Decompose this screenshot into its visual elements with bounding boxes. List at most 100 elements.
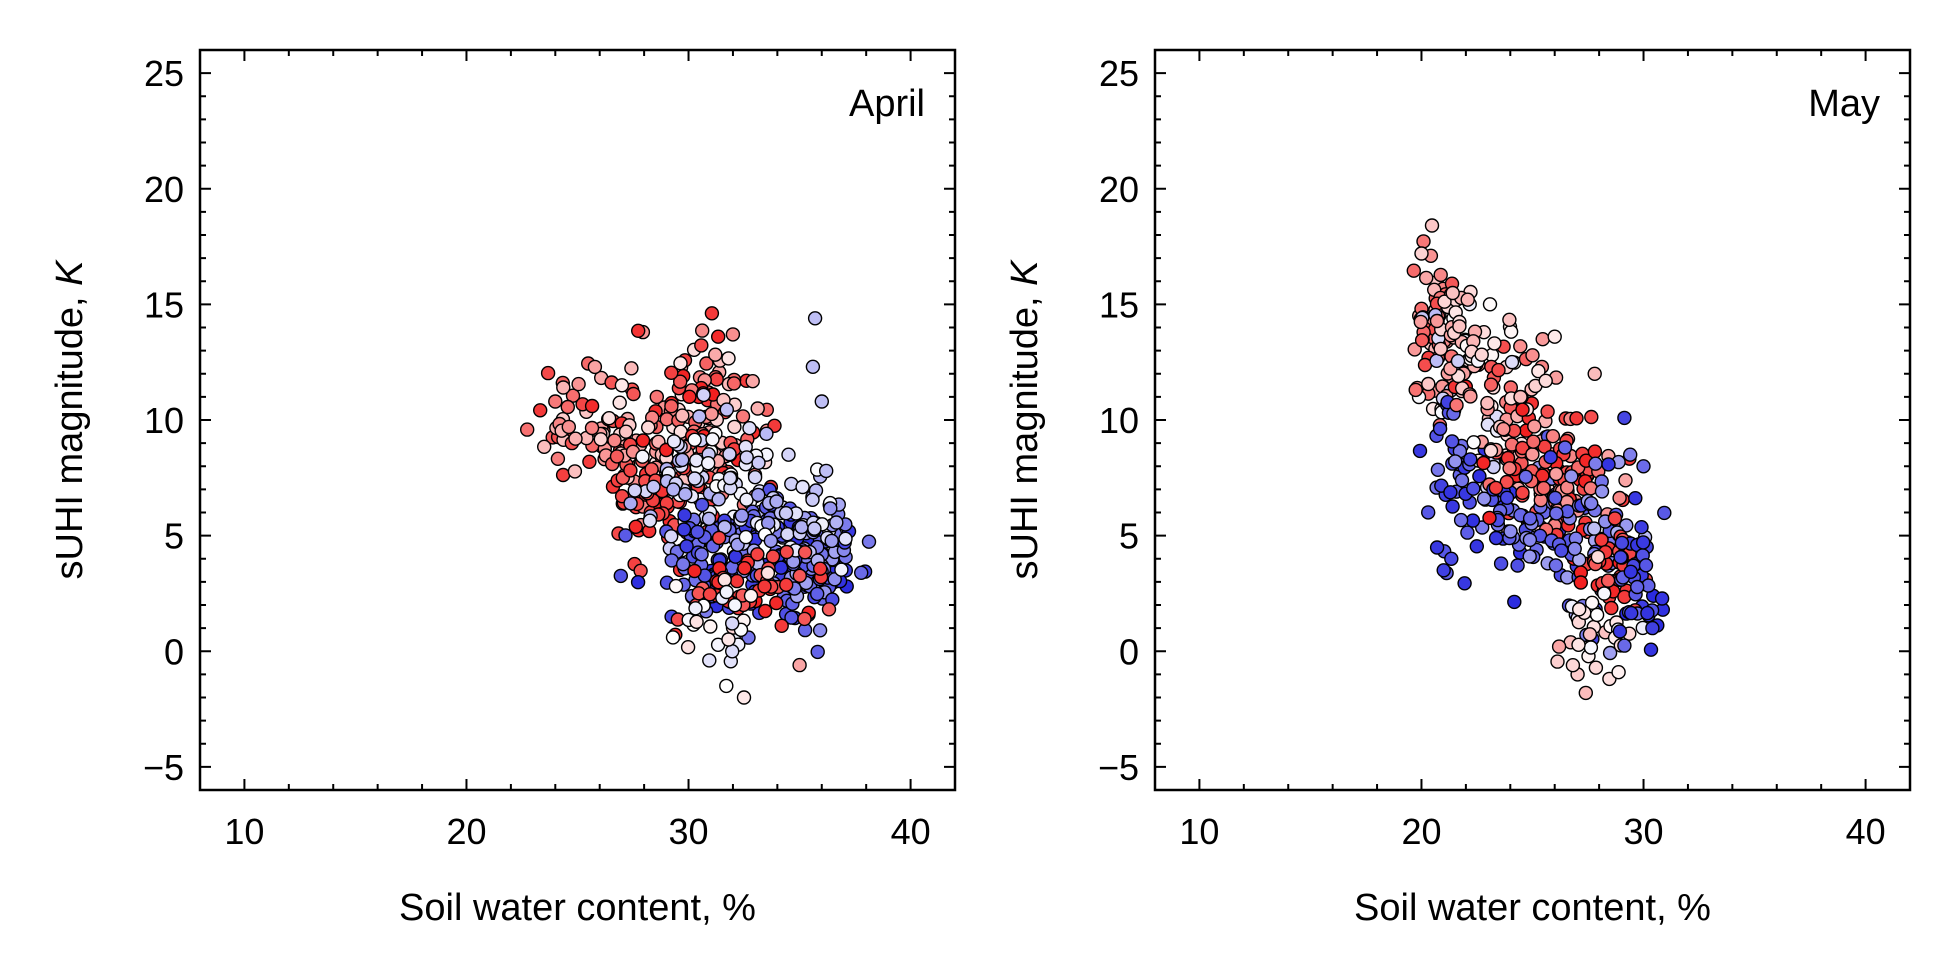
y-tick-label: 10 — [1099, 400, 1139, 441]
scatter-point — [711, 530, 727, 546]
scatter-point — [1611, 665, 1626, 680]
scatter-point — [1445, 499, 1460, 514]
x-tick-label: 20 — [446, 811, 486, 852]
y-axis-label-unit: K — [49, 259, 91, 286]
scatter-point — [1460, 525, 1475, 540]
scatter-point — [1590, 549, 1606, 565]
scatter-point — [568, 431, 583, 446]
scatter-point — [1618, 473, 1633, 488]
scatter-point — [1414, 333, 1430, 348]
scatter-point — [1601, 457, 1616, 472]
x-tick-label: 30 — [1624, 811, 1664, 852]
scatter-point — [556, 380, 571, 395]
scatter-point — [719, 678, 734, 694]
scatter-point — [695, 323, 710, 338]
scatter-point — [1640, 605, 1655, 621]
scatter-point — [675, 452, 690, 468]
scatter-point — [690, 524, 705, 540]
scatter-point — [779, 544, 794, 560]
scatter-point — [614, 378, 630, 393]
scatter-point — [1607, 511, 1623, 526]
scatter-point — [1613, 550, 1628, 565]
scatter-point — [854, 565, 869, 580]
y-axis-label-text: sUHI magnitude, — [49, 286, 91, 580]
scatter-point — [1436, 563, 1451, 578]
scatter-point — [587, 359, 603, 375]
scatter-point — [1424, 218, 1440, 233]
scatter-point — [701, 511, 717, 526]
scatter-point — [1594, 532, 1609, 548]
scatter-point — [721, 632, 736, 647]
scatter-point — [751, 487, 766, 503]
scatter-point — [635, 449, 650, 464]
scatter-point — [1531, 363, 1546, 379]
y-axis-label: sUHI magnitude, K — [49, 259, 91, 580]
scatter-point — [1583, 640, 1599, 655]
scatter-point — [1454, 473, 1470, 488]
scatter-point — [1449, 397, 1464, 413]
scatter-point — [1612, 624, 1628, 639]
panel-label: April — [849, 83, 925, 125]
scatter-point — [1447, 454, 1463, 469]
scatter-point — [759, 426, 774, 441]
scatter-point — [1594, 484, 1610, 499]
y-tick-label: 0 — [1119, 631, 1139, 672]
scatter-point — [1465, 513, 1481, 528]
scatter-point — [1488, 530, 1504, 546]
scatter-point — [1430, 462, 1446, 477]
scatter-point — [1474, 347, 1489, 362]
y-axis-label-text: sUHI magnitude, — [1004, 286, 1046, 580]
scatter-point — [1466, 435, 1481, 450]
scatter-point — [1623, 564, 1639, 579]
scatter-point — [1596, 586, 1612, 601]
scatter-point — [1551, 639, 1567, 654]
y-tick-label: 25 — [1099, 53, 1139, 94]
scatter-point — [1491, 362, 1506, 378]
scatter-point — [1408, 382, 1423, 398]
scatter-point — [743, 588, 759, 603]
scatter-points — [1406, 218, 1672, 701]
scatter-point — [537, 439, 552, 454]
scatter-point — [805, 359, 821, 374]
y-tick-label: 15 — [144, 284, 184, 325]
scatter-point — [1622, 447, 1638, 462]
scatter-point — [763, 533, 779, 549]
scatter-point — [807, 311, 823, 326]
x-axis-label: Soil water content, % — [1354, 887, 1711, 929]
scatter-point — [1636, 459, 1651, 474]
x-tick-label: 40 — [891, 811, 931, 852]
scatter-point — [646, 479, 661, 494]
scatter-point — [1525, 447, 1540, 462]
scatter-point — [678, 487, 693, 502]
scatter-point — [675, 408, 690, 423]
scatter-point — [1623, 605, 1639, 621]
scatter-point — [810, 586, 825, 602]
scatter-point — [649, 389, 664, 405]
scatter-point — [1628, 491, 1643, 506]
scatter-point — [717, 572, 732, 587]
scatter-point — [613, 568, 628, 584]
scatter-point — [819, 463, 834, 479]
scatter-point — [742, 421, 757, 436]
scatter-point — [1502, 312, 1517, 327]
scatter-point — [1525, 348, 1540, 363]
scatter-point — [676, 522, 692, 537]
scatter-point — [1527, 419, 1542, 434]
scatter-point — [673, 374, 688, 389]
scatter-point — [721, 351, 736, 366]
y-tick-label: −5 — [1098, 747, 1139, 788]
scatter-point — [704, 306, 720, 321]
scatter-point — [1617, 410, 1632, 426]
scatter-point — [1654, 591, 1670, 606]
scatter-point — [1548, 466, 1564, 482]
scatter-point — [792, 568, 807, 583]
scatter-point — [725, 616, 740, 631]
scatter-point — [1433, 267, 1448, 283]
y-tick-label: 0 — [164, 631, 184, 672]
scatter-point — [708, 347, 723, 362]
scatter-point — [1612, 490, 1627, 506]
scatter-point — [1634, 520, 1649, 535]
scatter-point — [1588, 660, 1604, 675]
scatter-point — [560, 399, 575, 415]
scatter-point — [745, 374, 760, 389]
